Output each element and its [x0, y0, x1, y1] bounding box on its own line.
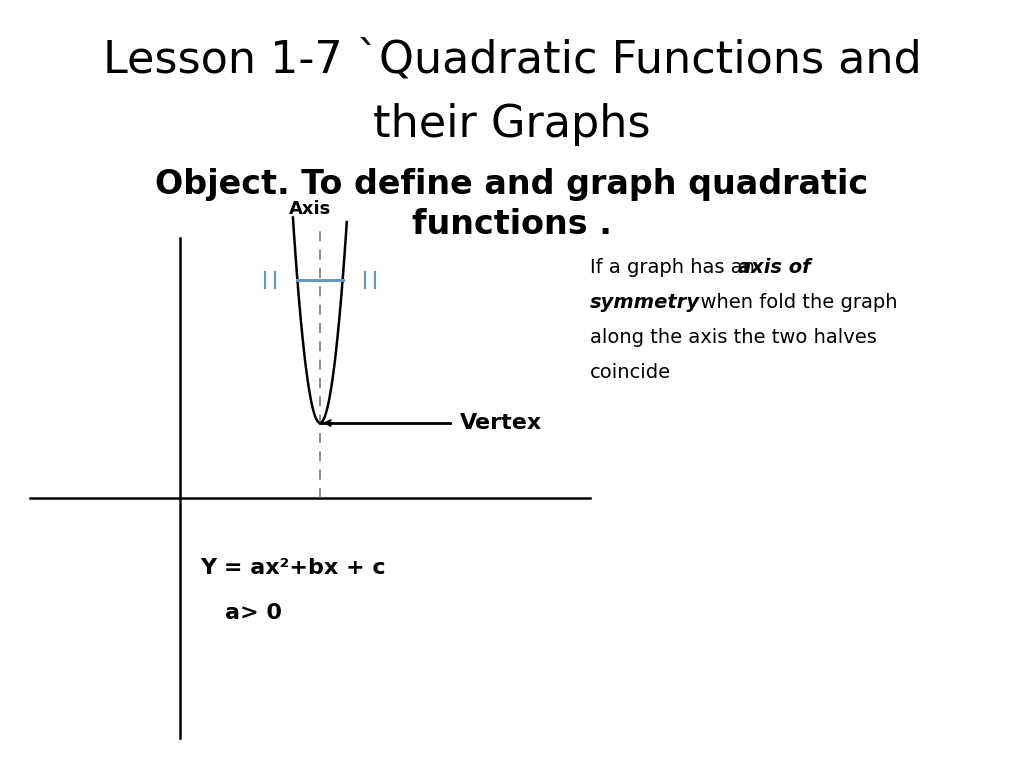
- Text: their Graphs: their Graphs: [374, 103, 650, 146]
- Text: Vertex: Vertex: [460, 413, 543, 433]
- Text: symmetry: symmetry: [590, 293, 700, 312]
- Text: If a graph has an: If a graph has an: [590, 258, 761, 277]
- Text: when fold the graph: when fold the graph: [688, 293, 897, 312]
- Text: Lesson 1-7 `Quadratic Functions and: Lesson 1-7 `Quadratic Functions and: [102, 38, 922, 81]
- Text: axis of: axis of: [738, 258, 811, 277]
- Text: Axis: Axis: [289, 200, 331, 218]
- Text: Y = ax²+bx + c: Y = ax²+bx + c: [200, 558, 386, 578]
- Text: a> 0: a> 0: [225, 603, 282, 623]
- Text: coincide: coincide: [590, 363, 671, 382]
- Text: functions .: functions .: [412, 208, 612, 241]
- Text: Object. To define and graph quadratic: Object. To define and graph quadratic: [156, 168, 868, 201]
- Text: along the axis the two halves: along the axis the two halves: [590, 328, 877, 347]
